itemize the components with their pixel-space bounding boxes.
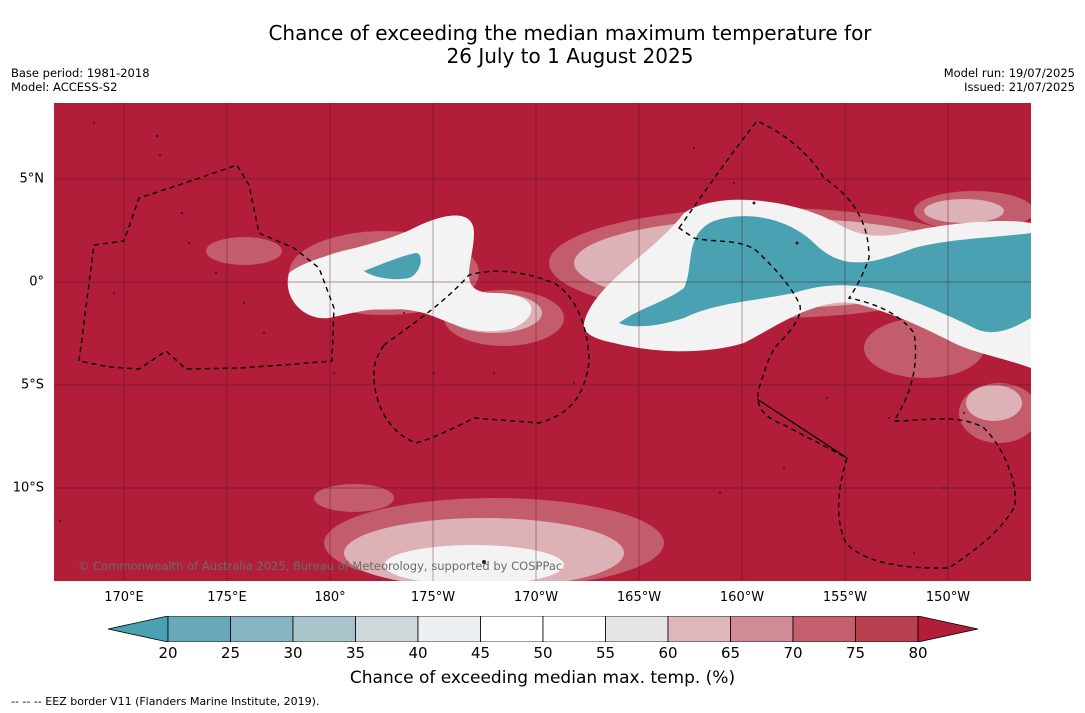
colorbar-label-25: 25 [220, 644, 241, 662]
colorbar-seg-25 [230, 616, 294, 642]
colorbar [108, 616, 978, 642]
lon-label-165w: 165°W [616, 590, 662, 605]
issued-date: Issued: 21/07/2025 [964, 80, 1075, 94]
colorbar-label-60: 60 [658, 644, 678, 662]
colorbar-seg-50 [542, 616, 606, 642]
colorbar-label-35: 35 [345, 644, 366, 662]
colorbar-seg-75 [855, 616, 919, 642]
lat-label-0: 0° [29, 274, 44, 290]
lat-label-5s: 5°S [20, 377, 44, 393]
colorbar-label-20: 20 [158, 644, 178, 662]
lon-label-170e: 170°E [104, 590, 144, 605]
colorbar-label-40: 40 [408, 644, 428, 662]
colorbar-low-arrow [108, 616, 169, 642]
colorbar-label-75: 75 [845, 644, 866, 662]
colorbar-seg-20 [167, 616, 231, 642]
meta-right: Model run: 19/07/2025 Issued: 21/07/2025 [944, 66, 1075, 94]
title-line-1: Chance of exceeding the median maximum t… [268, 21, 872, 45]
colorbar-label-65: 65 [720, 644, 741, 662]
model-name: Model: ACCESS-S2 [11, 80, 118, 94]
lat-label-10s: 10°S [12, 480, 44, 496]
anomaly-cool [364, 216, 1031, 333]
colorbar-seg-35 [355, 616, 419, 642]
colorbar-high-arrow [917, 616, 978, 642]
map-svg [54, 103, 1031, 581]
colorbar-seg-55 [605, 616, 669, 642]
islands [58, 122, 965, 564]
graticule [54, 103, 1031, 581]
colorbar-label-55: 55 [595, 644, 616, 662]
map-title: Chance of exceeding the median maximum t… [0, 22, 1085, 68]
colorbar-label-45: 45 [470, 644, 491, 662]
lon-label-170w: 170°W [513, 590, 559, 605]
colorbar-label-70: 70 [783, 644, 803, 662]
map-area[interactable]: © Commonwealth of Australia 2025, Bureau… [54, 103, 1031, 581]
colorbar-segments [167, 616, 919, 642]
colorbar-seg-70 [792, 616, 856, 642]
base-period: Base period: 1981-2018 [11, 66, 150, 80]
colorbar-seg-45 [480, 616, 544, 642]
lon-label-180: 180° [314, 590, 346, 605]
title-line-2: 26 July to 1 August 2025 [446, 44, 694, 68]
colorbar-seg-40 [417, 616, 481, 642]
colorbar-seg-30 [292, 616, 356, 642]
meta-left: Base period: 1981-2018 Model: ACCESS-S2 [11, 66, 150, 94]
colorbar-label-50: 50 [533, 644, 553, 662]
colorbar-seg-65 [730, 616, 794, 642]
model-run: Model run: 19/07/2025 [943, 66, 1075, 80]
lat-label-5n: 5°N [19, 171, 45, 187]
lon-label-175w: 175°W [410, 590, 456, 605]
lon-label-160w: 160°W [719, 590, 765, 605]
colorbar-label-30: 30 [283, 644, 303, 662]
colorbar-label-80: 80 [908, 644, 928, 662]
eez-footnote: -- -- -- EEZ border V11 (Flanders Marine… [11, 695, 320, 708]
lon-label-150w: 150°W [925, 590, 971, 605]
lon-label-175e: 175°E [207, 590, 247, 605]
copyright-notice: © Commonwealth of Australia 2025, Bureau… [78, 559, 563, 573]
colorbar-title: Chance of exceeding median max. temp. (%… [349, 668, 736, 688]
eez-borders [78, 120, 1016, 569]
eez-border-solid [756, 398, 848, 459]
lon-label-155w: 155°W [822, 590, 868, 605]
colorbar-seg-60 [667, 616, 731, 642]
